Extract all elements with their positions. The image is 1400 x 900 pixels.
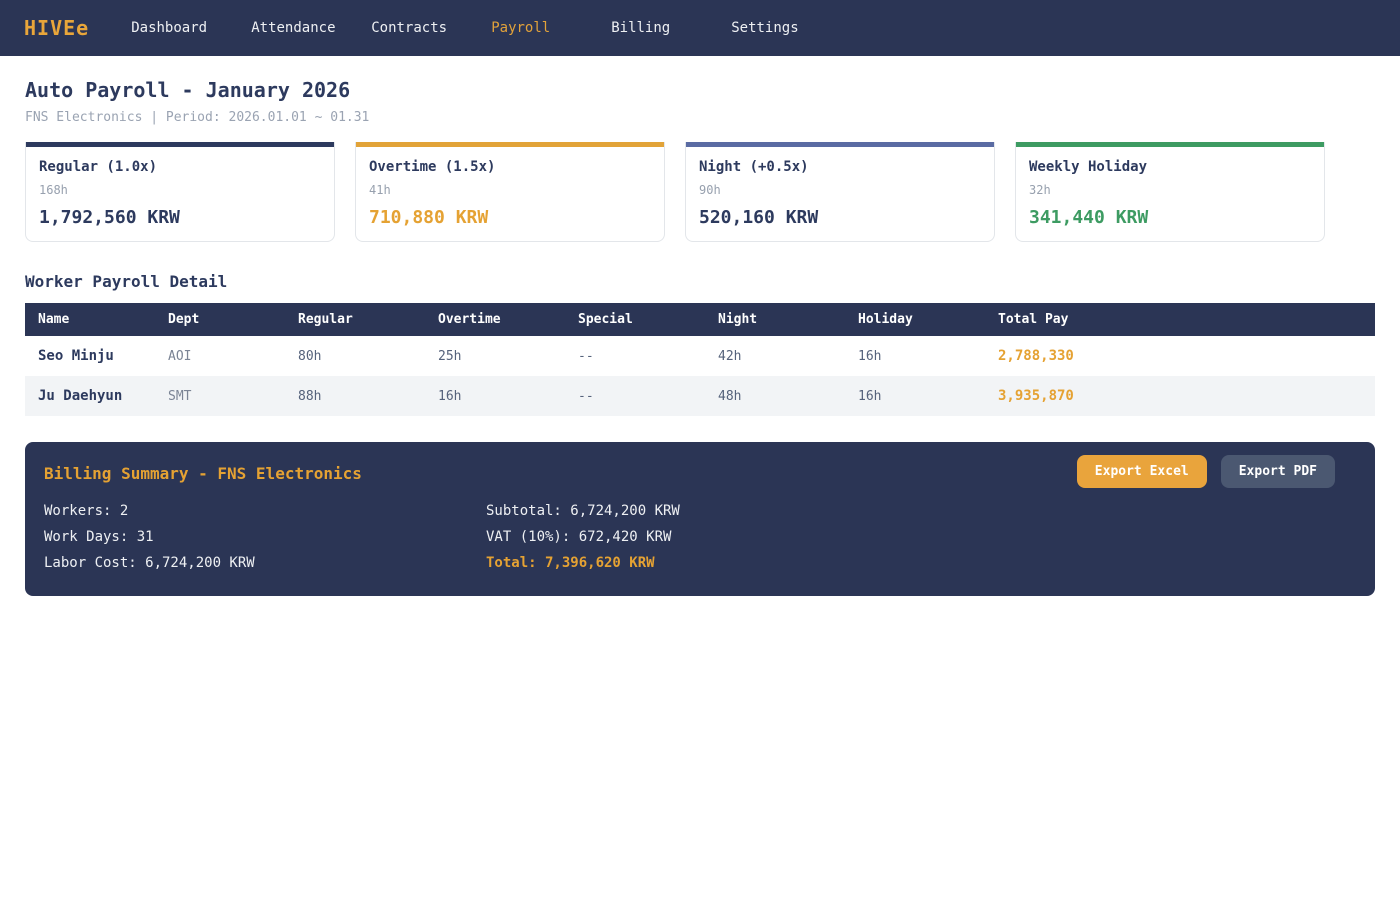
page-title: Auto Payroll - January 2026 (25, 78, 351, 102)
col-header-overtime: Overtime (425, 303, 565, 336)
card-night-accent-bar (686, 142, 994, 147)
card-regular-label: Regular (1.0x) (39, 159, 158, 175)
main-content: Auto Payroll - January 2026 FNS Electron… (0, 56, 1400, 596)
billing-subtotal: Subtotal: 6,724,200 KRW (486, 503, 680, 519)
export-pdf-button[interactable]: Export PDF (1220, 455, 1335, 488)
col-header-dept: Dept (155, 303, 285, 336)
worker-total-pay: 3,935,870 (985, 376, 1375, 416)
billing-summary-card: Billing Summary - FNS Electronics Export… (25, 442, 1375, 596)
billing-left-column: Workers: 2 Work Days: 31 Labor Cost: 6,7… (44, 498, 486, 576)
worker-regular-hours: 80h (298, 348, 322, 364)
billing-total: Total: 7,396,620 KRW (486, 555, 655, 571)
table-header-row: Name Dept Regular Overtime Special Night… (25, 303, 1375, 336)
card-weekly-holiday: Weekly Holiday 32h 341,440 KRW (1015, 142, 1325, 242)
col-header-holiday: Holiday (845, 303, 985, 336)
nav-item-attendance[interactable]: Attendance (251, 20, 336, 36)
card-night-value: 520,160 KRW (699, 207, 819, 228)
main-nav: Dashboard Attendance Contracts Payroll B… (131, 20, 851, 36)
billing-workers: Workers: 2 (44, 503, 129, 519)
table-row[interactable]: Ju Daehyun SMT 88h 16h -- 48h 16h 3,935,… (25, 376, 1375, 416)
nav-item-billing[interactable]: Billing (611, 20, 671, 36)
billing-labor-cost: Labor Cost: 6,724,200 KRW (44, 555, 255, 571)
card-weekly-holiday-hours: 32h (1029, 183, 1051, 197)
worker-holiday-hours: 16h (858, 348, 882, 364)
worker-holiday-hours: 16h (845, 376, 985, 416)
nav-item-contracts[interactable]: Contracts (371, 20, 448, 36)
card-weekly-holiday-label: Weekly Holiday (1029, 159, 1148, 175)
card-regular-accent-bar (26, 142, 334, 147)
card-night-label: Night (+0.5x) (699, 159, 809, 175)
billing-right-column: Subtotal: 6,724,200 KRW VAT (10%): 672,4… (486, 498, 1355, 576)
col-header-night: Night (705, 303, 845, 336)
worker-detail-title: Worker Payroll Detail (25, 272, 228, 291)
worker-dept: SMT (155, 376, 285, 416)
card-weekly-holiday-accent-bar (1016, 142, 1324, 147)
nav-item-settings[interactable]: Settings (731, 20, 799, 36)
card-regular-hours: 168h (39, 183, 68, 197)
worker-overtime-hours: 16h (425, 376, 565, 416)
summary-cards: Regular (1.0x) 168h 1,792,560 KRW Overti… (25, 142, 1375, 242)
worker-night-hours: 42h (718, 348, 742, 364)
table-row[interactable]: Seo Minju AOI 80h 25h -- 42h 16h 2,788,3… (25, 336, 1375, 376)
col-header-name: Name (25, 303, 155, 336)
card-regular-value: 1,792,560 KRW (39, 207, 180, 228)
billing-summary-title: Billing Summary - FNS Electronics (44, 464, 362, 483)
card-overtime-label: Overtime (1.5x) (369, 159, 496, 175)
col-header-total-pay: Total Pay (985, 303, 1375, 336)
nav-item-payroll[interactable]: Payroll (491, 20, 551, 36)
worker-payroll-table: Name Dept Regular Overtime Special Night… (25, 303, 1375, 416)
card-night: Night (+0.5x) 90h 520,160 KRW (685, 142, 995, 242)
card-overtime-hours: 41h (369, 183, 391, 197)
worker-name: Seo Minju (38, 348, 114, 364)
export-button-group: Export Excel Export PDF (1076, 455, 1355, 488)
billing-vat: VAT (10%): 672,420 KRW (486, 529, 672, 545)
export-excel-button[interactable]: Export Excel (1076, 455, 1207, 488)
app-logo[interactable]: HIVEe (24, 16, 90, 40)
top-navbar: HIVEe Dashboard Attendance Contracts Pay… (0, 0, 1400, 56)
card-overtime-accent-bar (356, 142, 664, 147)
worker-regular-hours: 88h (285, 376, 425, 416)
worker-total-pay: 2,788,330 (998, 348, 1074, 364)
card-overtime: Overtime (1.5x) 41h 710,880 KRW (355, 142, 665, 242)
col-header-special: Special (565, 303, 705, 336)
card-night-hours: 90h (699, 183, 721, 197)
card-weekly-holiday-value: 341,440 KRW (1029, 207, 1149, 228)
worker-special-hours: -- (578, 348, 594, 364)
worker-name: Ju Daehyun (25, 376, 155, 416)
worker-special-hours: -- (565, 376, 705, 416)
card-overtime-value: 710,880 KRW (369, 207, 489, 228)
nav-item-dashboard[interactable]: Dashboard (131, 20, 208, 36)
page-subtitle: FNS Electronics | Period: 2026.01.01 ~ 0… (25, 110, 370, 125)
card-regular: Regular (1.0x) 168h 1,792,560 KRW (25, 142, 335, 242)
worker-night-hours: 48h (705, 376, 845, 416)
worker-overtime-hours: 25h (438, 348, 462, 364)
worker-dept: AOI (168, 348, 192, 364)
col-header-regular: Regular (285, 303, 425, 336)
billing-work-days: Work Days: 31 (44, 529, 154, 545)
